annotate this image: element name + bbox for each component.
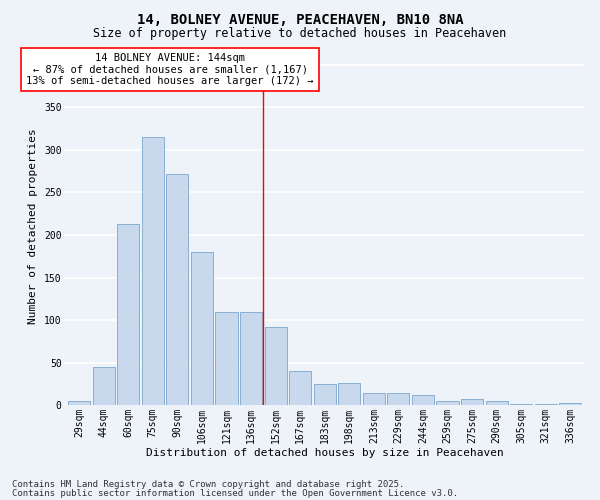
Bar bbox=[240, 312, 262, 406]
Bar bbox=[92, 367, 115, 406]
Bar bbox=[485, 401, 508, 406]
Bar bbox=[559, 402, 581, 406]
Bar bbox=[461, 400, 483, 406]
Bar bbox=[510, 404, 532, 406]
Text: Contains HM Land Registry data © Crown copyright and database right 2025.: Contains HM Land Registry data © Crown c… bbox=[12, 480, 404, 489]
Bar bbox=[265, 327, 287, 406]
Bar bbox=[215, 312, 238, 406]
Bar bbox=[535, 404, 557, 406]
Text: 14 BOLNEY AVENUE: 144sqm
← 87% of detached houses are smaller (1,167)
13% of sem: 14 BOLNEY AVENUE: 144sqm ← 87% of detach… bbox=[26, 53, 314, 86]
Bar bbox=[314, 384, 336, 406]
Text: Contains public sector information licensed under the Open Government Licence v3: Contains public sector information licen… bbox=[12, 488, 458, 498]
Bar bbox=[142, 137, 164, 406]
Bar bbox=[191, 252, 213, 406]
Bar bbox=[388, 394, 409, 406]
Bar bbox=[68, 401, 90, 406]
Bar bbox=[436, 401, 458, 406]
Bar bbox=[166, 174, 188, 406]
Bar bbox=[289, 371, 311, 406]
Bar bbox=[363, 392, 385, 406]
X-axis label: Distribution of detached houses by size in Peacehaven: Distribution of detached houses by size … bbox=[146, 448, 503, 458]
Text: 14, BOLNEY AVENUE, PEACEHAVEN, BN10 8NA: 14, BOLNEY AVENUE, PEACEHAVEN, BN10 8NA bbox=[137, 12, 463, 26]
Bar bbox=[117, 224, 139, 406]
Bar bbox=[412, 395, 434, 406]
Text: Size of property relative to detached houses in Peacehaven: Size of property relative to detached ho… bbox=[94, 28, 506, 40]
Y-axis label: Number of detached properties: Number of detached properties bbox=[28, 128, 38, 324]
Bar bbox=[338, 383, 361, 406]
